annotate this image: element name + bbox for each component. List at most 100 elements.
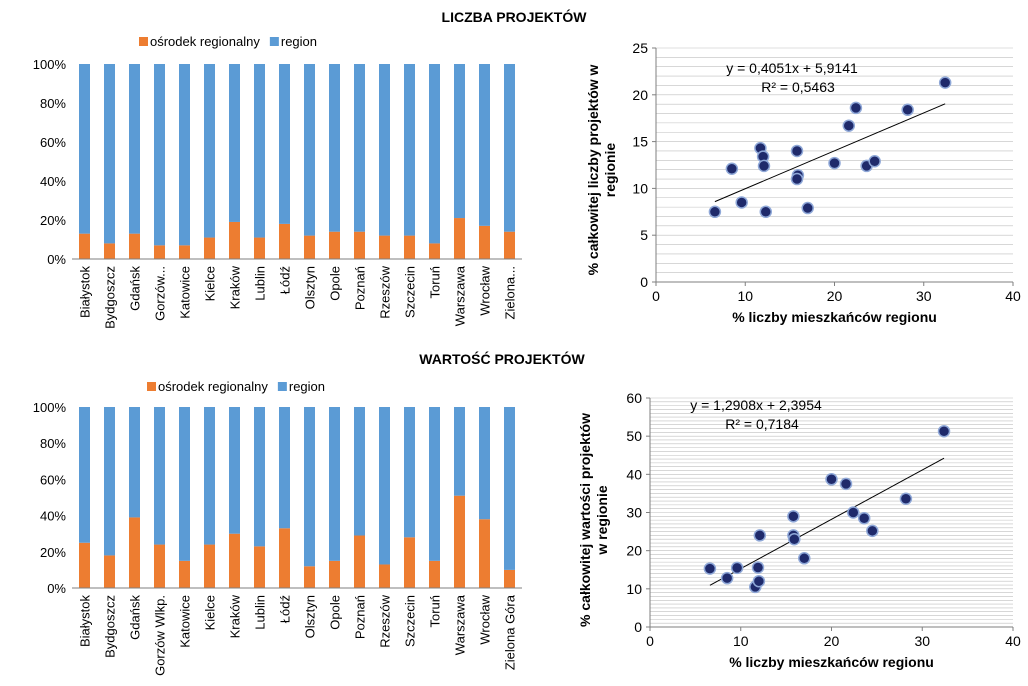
value-scatter-y-tick-label: 40 — [626, 466, 642, 482]
value-bar-y-tick: 40% — [40, 509, 66, 524]
count-bar-legend-swatch-1 — [269, 37, 279, 46]
value-bar-bar-regional-centre — [379, 564, 390, 588]
count-bar-x-tick-label: Gorzów... — [153, 266, 168, 321]
count-bar-bar-region — [254, 64, 265, 238]
count-bar-bar-regional-centre — [179, 245, 190, 259]
value-bar-bar-region — [479, 407, 490, 520]
count-bar-x-tick-label: Warszawa — [453, 265, 468, 326]
value-bar-x-tick-label: Wrocław — [478, 594, 493, 644]
value-bar-bar-region — [229, 407, 240, 534]
value-scatter-x-tick-label: 30 — [914, 633, 930, 649]
count-bar-x-tick-label: Rzeszów — [378, 265, 393, 318]
count-bar-x-tick-label: Bydgoszcz — [103, 266, 118, 329]
count-scatter-point — [759, 205, 773, 219]
count-scatter-point — [901, 103, 914, 117]
value-bar-bar-regional-centre — [154, 544, 165, 588]
count-bar-bar-regional-centre — [504, 231, 515, 259]
value-scatter-point — [703, 562, 717, 575]
value-bar-x-tick-label: Białystok — [78, 595, 93, 648]
count-scatter-point — [849, 101, 863, 115]
count-bar-bar-region — [229, 64, 240, 222]
value-bar-x-tick-label: Gdańsk — [128, 595, 143, 640]
value-scatter-x-tick-label: 40 — [1005, 633, 1021, 649]
value-scatter-x-tick-label: 10 — [733, 633, 749, 649]
value-bar-bar-region — [304, 407, 315, 567]
count-bar-y-tick: 100% — [33, 57, 67, 72]
value-scatter-y-tick-label: 20 — [626, 543, 642, 559]
value-scatter-point — [730, 561, 744, 575]
count-bar-bar-region — [129, 64, 140, 234]
value-bar-legend-label-0: ośrodek regionalny — [158, 379, 268, 394]
value-scatter-equation-label: y = 1,2908x + 2,3954 — [690, 397, 822, 413]
value-scatter-y-tick-label: 0 — [634, 619, 642, 635]
count-bar-x-tick-label: Kielce — [203, 266, 218, 301]
count-bar-x-tick-label: Łódź — [278, 266, 293, 294]
value-scatter-x-tick-label: 0 — [646, 633, 654, 649]
value-bar-x-tick-label: Opole — [328, 595, 343, 630]
value-scatter-x-axis-title: % liczby mieszkańców regionu — [729, 654, 934, 670]
value-scatter-point — [839, 477, 853, 491]
value-bar-bar-regional-centre — [454, 495, 465, 588]
value-bar-y-tick: 80% — [40, 436, 66, 451]
count-bar-bar-region — [329, 64, 340, 232]
count-bar-bar-regional-centre — [279, 223, 290, 259]
count-bar-bar-regional-centre — [404, 235, 415, 259]
count-bar-bar-regional-centre — [429, 243, 440, 259]
count-bar-bar-regional-centre — [204, 237, 215, 259]
count-bar-bar-region — [354, 64, 365, 232]
count-bar-bar-region — [404, 64, 415, 236]
value-bar-bar-regional-centre — [254, 546, 265, 588]
count-bar-x-tick-label: Katowice — [178, 266, 193, 319]
count-bar-legend-label-0: ośrodek regionalny — [150, 34, 260, 49]
value-bar-x-tick-label: Zielona Góra — [503, 594, 518, 670]
value-scatter-y-axis-title-line-1: w regionie — [594, 485, 610, 555]
value-bar-y-tick: 100% — [33, 400, 67, 415]
value-bar-bar-region — [279, 407, 290, 529]
count-bar-bar-region — [79, 64, 90, 234]
value-scatter-point — [857, 511, 871, 525]
count-bar-bar-region — [429, 64, 440, 244]
value-bar-x-tick-label: Katowice — [178, 595, 193, 648]
value-bar-bar-regional-centre — [179, 560, 190, 588]
count-bar-bar-region — [154, 64, 165, 246]
count-bar-x-tick-label: Opole — [328, 266, 343, 301]
count-bar-bar-regional-centre — [79, 233, 90, 259]
value-bar-bar-regional-centre — [479, 519, 490, 588]
value-bar-bar-regional-centre — [329, 560, 340, 588]
count-scatter-point — [708, 205, 722, 219]
count-bar-y-tick: 40% — [40, 174, 66, 189]
value-scatter-point — [798, 552, 811, 565]
value-scatter-point — [866, 524, 879, 538]
value-scatter-x-tick-label: 20 — [824, 633, 840, 649]
count-bar-bar-regional-centre — [304, 235, 315, 259]
count-scatter-equation-label: y = 0,4051x + 5,9141 — [726, 60, 858, 76]
value-bar-legend-swatch-1 — [277, 382, 287, 391]
value-bar-bar-regional-centre — [404, 537, 415, 588]
count-bar-bar-regional-centre — [454, 218, 465, 259]
count-scatter-point — [790, 144, 804, 158]
count-bar-bar-region — [379, 64, 390, 236]
value-scatter-point — [720, 571, 734, 585]
value-bar-x-tick-label: Rzeszów — [378, 594, 393, 647]
count-bar-bar-regional-centre — [104, 243, 115, 259]
value-bar-bar-region — [79, 407, 90, 543]
count-bar-y-tick: 0% — [47, 252, 66, 267]
value-scatter-point — [787, 510, 800, 523]
count-scatter-point — [757, 159, 771, 173]
value-bar-bar-regional-centre — [79, 542, 90, 588]
value-bar-x-tick-label: Olsztyn — [303, 595, 318, 638]
count-bar-bar-regional-centre — [329, 231, 340, 259]
value-bar-x-tick-label: Kraków — [228, 594, 243, 638]
value-scatter-y-tick-label: 10 — [626, 581, 642, 597]
count-bar-y-tick: 60% — [40, 135, 66, 150]
count-scatter-y-tick-label: 20 — [632, 87, 648, 103]
count-scatter-x-tick-label: 10 — [737, 288, 753, 304]
count-bar-bar-regional-centre — [354, 231, 365, 259]
count-bar-bar-region — [204, 64, 215, 238]
value-bar-bar-region — [429, 407, 440, 561]
count-bar-x-tick-label: Lublin — [253, 266, 268, 301]
count-bar-x-tick-label: Zielona... — [503, 266, 518, 319]
count-bar-bar-region — [504, 64, 515, 232]
count-bar-x-tick-label: Toruń — [428, 266, 443, 299]
count-bar-bar-regional-centre — [229, 221, 240, 259]
